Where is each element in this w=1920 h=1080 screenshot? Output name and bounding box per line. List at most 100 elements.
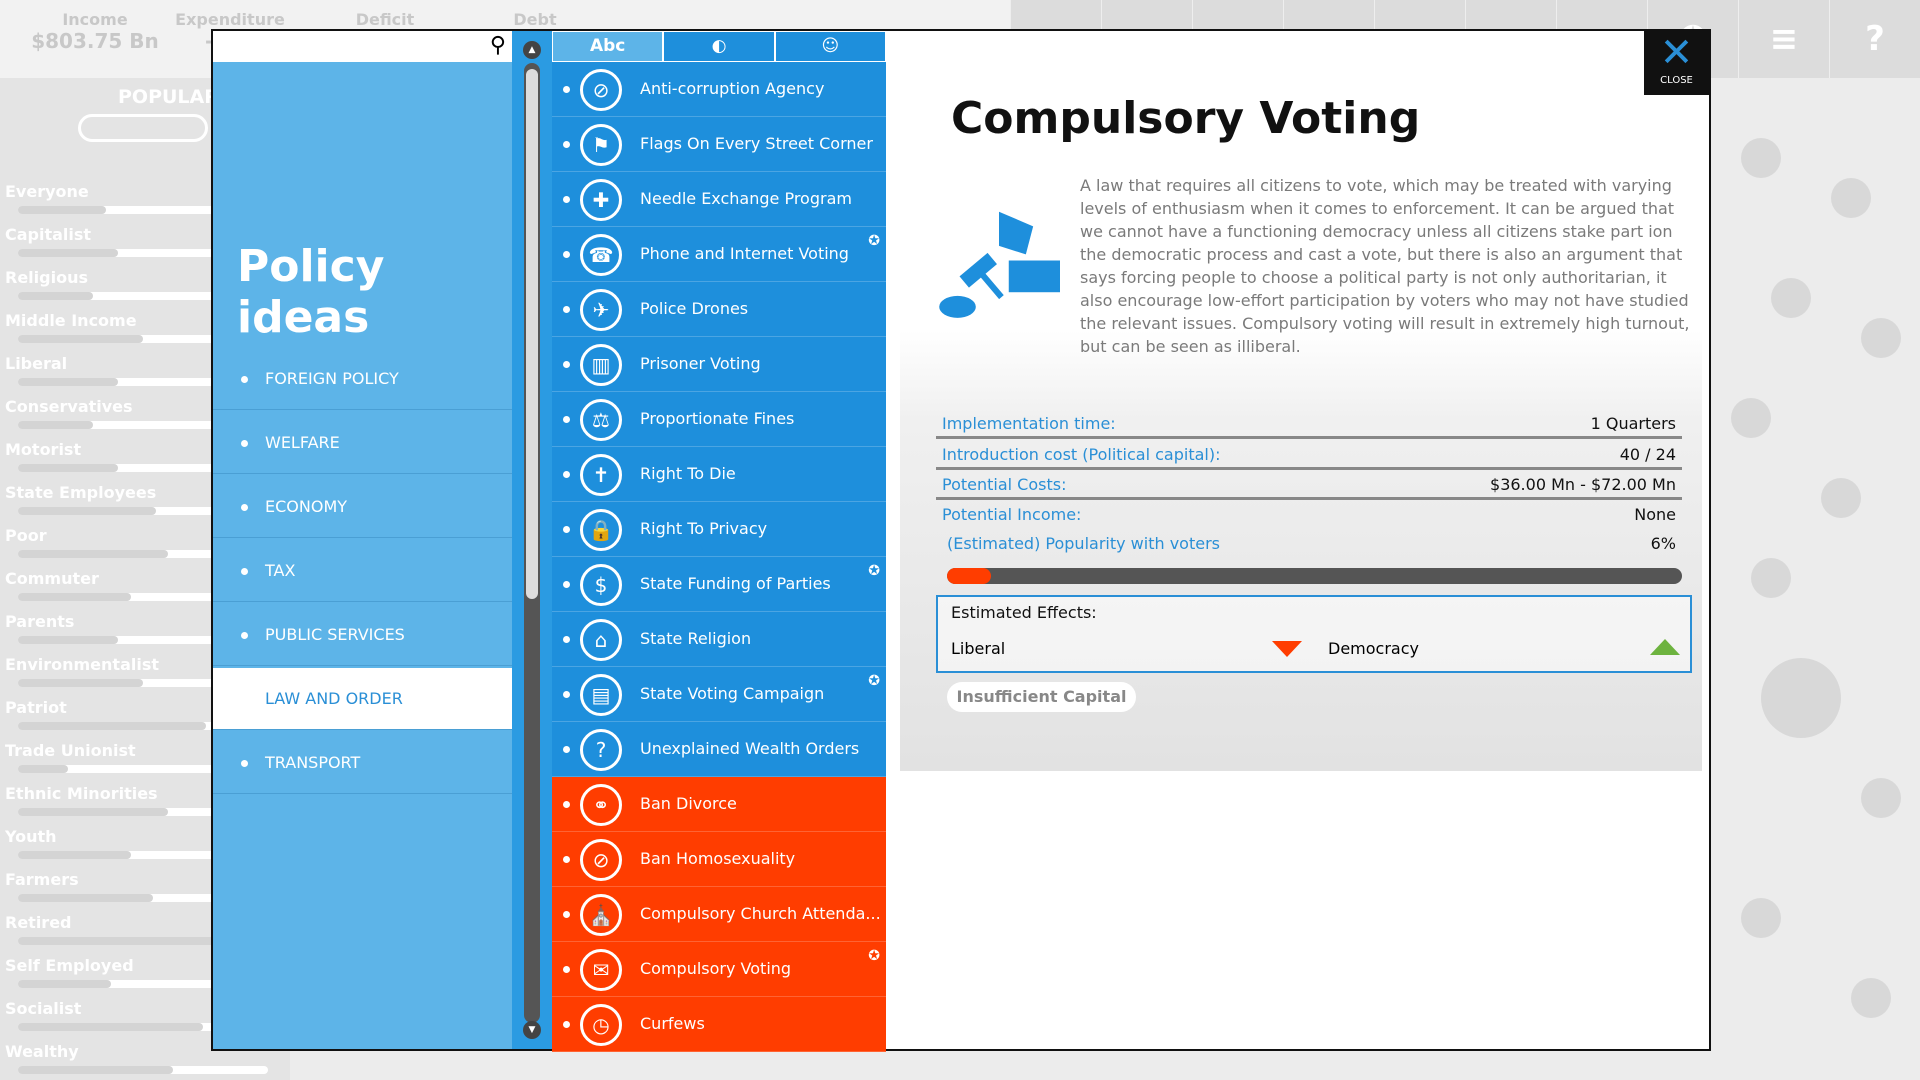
bullet-icon xyxy=(563,416,570,423)
voter-group-label[interactable]: Trade Unionist xyxy=(5,741,136,760)
policy-label: State Voting Campaign xyxy=(640,684,825,703)
policy-list-item[interactable]: ✈ Police Drones xyxy=(552,282,886,337)
voter-group-label[interactable]: Patriot xyxy=(5,698,67,717)
voter-group-label[interactable]: State Employees xyxy=(5,483,157,502)
award-ribbon-icon: ✪ xyxy=(868,948,880,964)
policy-list-item[interactable]: $ State Funding of Parties ✪ xyxy=(552,557,886,612)
voter-group-label[interactable]: Everyone xyxy=(5,182,89,201)
voter-group-label[interactable]: Poor xyxy=(5,526,47,545)
voter-group-label[interactable]: Self Employed xyxy=(5,956,134,975)
policy-label: Proportionate Fines xyxy=(640,409,795,428)
tab-category[interactable]: ◐ xyxy=(663,31,775,62)
voter-group-bar xyxy=(18,507,268,515)
scroll-down-icon[interactable]: ▼ xyxy=(523,1021,541,1039)
voter-group-label[interactable]: Wealthy xyxy=(5,1042,79,1061)
policy-icon: ✝ xyxy=(580,454,622,496)
voter-group-label[interactable]: Motorist xyxy=(5,440,82,459)
voter-group-label[interactable]: Retired xyxy=(5,913,72,932)
voter-group-label[interactable]: Capitalist xyxy=(5,225,92,244)
voter-group-label[interactable]: Ethnic Minorities xyxy=(5,784,158,803)
document-icon[interactable]: ≡ xyxy=(1738,0,1829,78)
bullet-icon xyxy=(563,306,570,313)
voter-group-bar xyxy=(18,980,268,988)
voter-group-bar-fill xyxy=(18,808,168,816)
policy-list-item[interactable]: ☎ Phone and Internet Voting ✪ xyxy=(552,227,886,282)
policy-label: Unexplained Wealth Orders xyxy=(640,739,860,758)
close-button[interactable]: ✕ CLOSE xyxy=(1644,31,1709,95)
policy-label: Anti-corruption Agency xyxy=(640,79,825,98)
policy-list-item[interactable]: ✉ Compulsory Voting ✪ xyxy=(552,942,886,997)
category-item[interactable]: TAX xyxy=(213,540,512,602)
policy-list-item[interactable]: ✝ Right To Die xyxy=(552,447,886,502)
popularity-search[interactable] xyxy=(78,114,208,142)
expenditure-label: Expenditure xyxy=(175,10,285,29)
voter-group-bar xyxy=(18,206,268,214)
policy-icon: ⊘ xyxy=(580,839,622,881)
popularity-value: 6% xyxy=(1650,534,1676,553)
voter-group-label[interactable]: Farmers xyxy=(5,870,79,889)
search-icon[interactable]: ⚲ xyxy=(489,33,506,58)
tab-alphabetical[interactable]: Abc xyxy=(552,31,664,62)
policy-list-item[interactable]: ▥ Prisoner Voting xyxy=(552,337,886,392)
policy-label: Compulsory Voting xyxy=(640,959,792,978)
category-item[interactable]: WELFARE xyxy=(213,412,512,474)
voter-group-bar-fill xyxy=(18,335,143,343)
policy-list-item[interactable]: ⚑ Flags On Every Street Corner xyxy=(552,117,886,172)
policy-list-item[interactable]: ✚ Needle Exchange Program xyxy=(552,172,886,227)
category-item[interactable]: FOREIGN POLICY xyxy=(213,348,512,410)
scroll-up-icon[interactable]: ▲ xyxy=(523,41,541,59)
voter-group-label[interactable]: Conservatives xyxy=(5,397,133,416)
arrow-down-icon xyxy=(1272,641,1302,657)
policy-list-item[interactable]: 🔒 Right To Privacy xyxy=(552,502,886,557)
award-ribbon-icon: ✪ xyxy=(868,673,880,689)
insufficient-capital-button[interactable]: Insufficient Capital xyxy=(947,682,1136,712)
policy-list-item[interactable]: ⚖ Proportionate Fines xyxy=(552,392,886,447)
category-item[interactable]: ECONOMY xyxy=(213,476,512,538)
policy-list-item[interactable]: ⌂ State Religion xyxy=(552,612,886,667)
bullet-icon xyxy=(563,746,570,753)
category-item[interactable]: TRANSPORT xyxy=(213,732,512,794)
category-item[interactable]: LAW AND ORDER xyxy=(213,668,512,730)
voter-group-label[interactable]: Liberal xyxy=(5,354,68,373)
policy-title: Compulsory Voting xyxy=(951,93,1421,144)
policy-icon: ✚ xyxy=(580,179,622,221)
background-icons xyxy=(1711,78,1920,1080)
stat-row-cost: Introduction cost (Political capital): 40… xyxy=(936,440,1682,470)
policy-icon: ⊘ xyxy=(580,69,622,111)
voter-group-label[interactable]: Religious xyxy=(5,268,88,287)
voter-group-label[interactable]: Middle Income xyxy=(5,311,137,330)
voter-group-bar xyxy=(18,765,268,773)
voter-group-bar-fill xyxy=(18,507,156,515)
bullet-icon xyxy=(563,801,570,808)
policy-list-item[interactable]: ? Unexplained Wealth Orders xyxy=(552,722,886,777)
voter-group-label[interactable]: Youth xyxy=(5,827,57,846)
popularity-bar-fill xyxy=(947,568,992,584)
policy-label: Ban Divorce xyxy=(640,794,737,813)
stat-label: Introduction cost (Political capital): xyxy=(942,445,1221,464)
policy-list-item[interactable]: ⛪ Compulsory Church Attenda... xyxy=(552,887,886,942)
policy-list-item[interactable]: ▤ State Voting Campaign ✪ xyxy=(552,667,886,722)
voter-group-label[interactable]: Environmentalist xyxy=(5,655,160,674)
policy-icon: ✉ xyxy=(580,949,622,991)
tab-popularity[interactable]: ☺ xyxy=(774,31,886,62)
policy-list-item[interactable]: ◷ Curfews xyxy=(552,997,886,1052)
voter-group-bar-fill xyxy=(18,421,93,429)
bullet-icon xyxy=(563,856,570,863)
voter-group-bar-fill xyxy=(18,550,168,558)
voter-group-label[interactable]: Commuter xyxy=(5,569,99,588)
policy-description: A law that requires all citizens to vote… xyxy=(1080,176,1690,356)
search-input[interactable]: ⚲ xyxy=(213,31,512,62)
policy-list-item[interactable]: ⚭ Ban Divorce xyxy=(552,777,886,832)
policy-icon: ☎ xyxy=(580,234,622,276)
help-button[interactable]: ? xyxy=(1829,0,1920,78)
bullet-icon xyxy=(563,141,570,148)
scroll-thumb[interactable] xyxy=(526,69,538,599)
policy-list-item[interactable]: ⊘ Anti-corruption Agency xyxy=(552,62,886,117)
stat-row-potential-income: Potential Income: None xyxy=(936,500,1682,530)
list-scrollbar[interactable]: ▲ ▼ xyxy=(512,31,552,1049)
policy-icon: ⛪ xyxy=(580,894,622,936)
category-item[interactable]: PUBLIC SERVICES xyxy=(213,604,512,666)
policy-list-item[interactable]: ⊘ Ban Homosexuality xyxy=(552,832,886,887)
voter-group-label[interactable]: Parents xyxy=(5,612,75,631)
voter-group-label[interactable]: Socialist xyxy=(5,999,82,1018)
